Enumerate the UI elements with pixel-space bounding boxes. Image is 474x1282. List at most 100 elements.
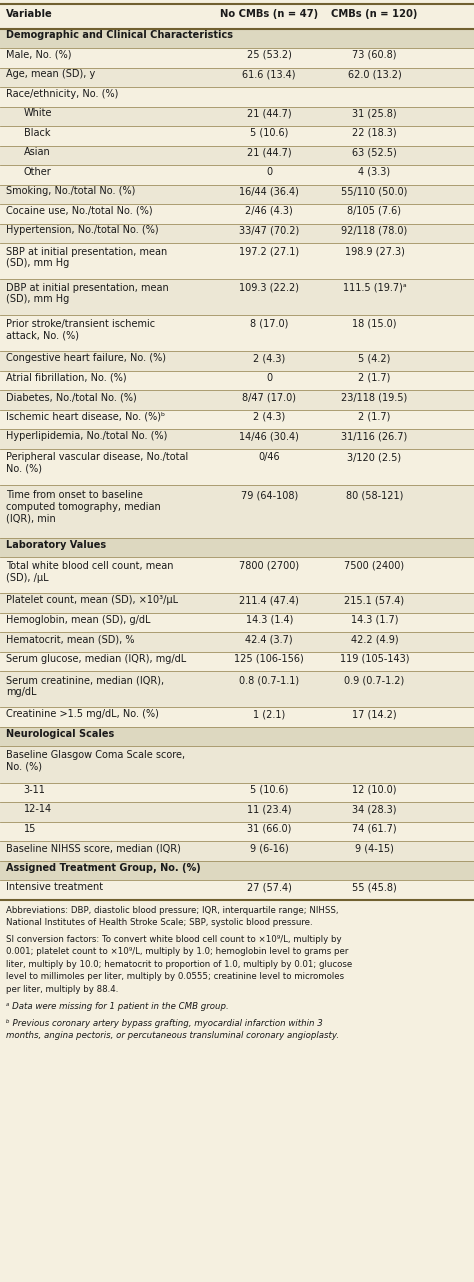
Bar [0,223,474,244]
Text: 0/46: 0/46 [258,453,280,463]
Text: Smoking, No./total No. (%): Smoking, No./total No. (%) [6,186,135,196]
Text: 9 (4-15): 9 (4-15) [355,844,394,853]
Text: 119 (105-143): 119 (105-143) [340,654,409,664]
Text: National Institutes of Health Stroke Scale; SBP, systolic blood pressure.: National Institutes of Health Stroke Sca… [6,918,312,927]
Text: 2 (1.7): 2 (1.7) [358,373,391,382]
Text: Congestive heart failure, No. (%): Congestive heart failure, No. (%) [6,353,166,363]
Text: 27 (57.4): 27 (57.4) [247,882,292,892]
Bar [0,803,474,822]
Text: 1 (2.1): 1 (2.1) [253,709,285,719]
Text: Hypertension, No./total No. (%): Hypertension, No./total No. (%) [6,226,158,236]
Text: Diabetes, No./total No. (%): Diabetes, No./total No. (%) [6,392,137,403]
Text: Other: Other [24,167,52,177]
Text: Creatinine >1.5 mg/dL, No. (%): Creatinine >1.5 mg/dL, No. (%) [6,709,159,719]
Text: Time from onset to baseline
computed tomography, median
(IQR), min: Time from onset to baseline computed tom… [6,490,160,523]
Text: 5 (10.6): 5 (10.6) [250,785,288,795]
Text: ᵃ Data were missing for 1 patient in the CMB group.: ᵃ Data were missing for 1 patient in the… [6,1001,228,1010]
Text: White: White [24,109,52,118]
Text: 25 (53.2): 25 (53.2) [247,50,292,60]
Text: SI conversion factors: To convert white blood cell count to ×10⁹/L, multiply by: SI conversion factors: To convert white … [6,935,341,944]
Text: 7500 (2400): 7500 (2400) [345,562,404,570]
Text: 197.2 (27.1): 197.2 (27.1) [239,246,299,256]
Bar [0,279,474,315]
Text: 31 (66.0): 31 (66.0) [247,823,292,833]
Bar [0,370,474,390]
Text: Neurological Scales: Neurological Scales [6,729,114,738]
Bar [0,594,474,613]
Text: 2 (1.7): 2 (1.7) [358,412,391,422]
Text: 2 (4.3): 2 (4.3) [253,412,285,422]
Text: 79 (64-108): 79 (64-108) [241,490,298,500]
Text: 34 (28.3): 34 (28.3) [352,804,397,814]
Text: 211.4 (47.4): 211.4 (47.4) [239,595,299,605]
Text: 215.1 (57.4): 215.1 (57.4) [345,595,404,605]
Text: 5 (10.6): 5 (10.6) [250,128,288,138]
Text: 92/118 (78.0): 92/118 (78.0) [341,226,408,236]
Bar [0,106,474,126]
Bar [0,87,474,106]
Bar [0,538,474,558]
Text: 0.001; platelet count to ×10⁹/L, multiply by 1.0; hemoglobin level to grams per: 0.001; platelet count to ×10⁹/L, multipl… [6,947,348,956]
Text: 55/110 (50.0): 55/110 (50.0) [341,186,408,196]
Text: 23/118 (19.5): 23/118 (19.5) [341,392,408,403]
Text: 5 (4.2): 5 (4.2) [358,353,391,363]
Text: 111.5 (19.7)ᵃ: 111.5 (19.7)ᵃ [343,283,406,292]
Text: 12-14: 12-14 [24,804,52,814]
Text: level to millimoles per liter, multiply by 0.0555; creatinine level to micromole: level to millimoles per liter, multiply … [6,973,344,982]
Text: 21 (44.7): 21 (44.7) [247,109,292,118]
Text: Hemoglobin, mean (SD), g/dL: Hemoglobin, mean (SD), g/dL [6,615,150,624]
Bar [0,782,474,803]
Text: 31/116 (26.7): 31/116 (26.7) [341,431,408,441]
Bar [0,185,474,204]
Text: 7800 (2700): 7800 (2700) [239,562,299,570]
Text: Hematocrit, mean (SD), %: Hematocrit, mean (SD), % [6,635,134,645]
Text: liter, multiply by 10.0; hematocrit to proportion of 1.0, multiply by 0.01; gluc: liter, multiply by 10.0; hematocrit to p… [6,960,352,969]
Bar [0,315,474,351]
Text: 8/105 (7.6): 8/105 (7.6) [347,206,401,215]
Text: 198.9 (27.3): 198.9 (27.3) [345,246,404,256]
Bar [0,672,474,708]
Text: No CMBs (n = 47): No CMBs (n = 47) [220,9,319,19]
Bar [0,449,474,485]
Bar [0,390,474,410]
Bar [0,860,474,879]
Bar [0,485,474,538]
Text: 11 (23.4): 11 (23.4) [247,804,292,814]
Bar [0,822,474,841]
Text: Serum creatinine, median (IQR),
mg/dL: Serum creatinine, median (IQR), mg/dL [6,676,164,696]
Bar [0,746,474,782]
Text: per liter, multiply by 88.4.: per liter, multiply by 88.4. [6,985,118,994]
Text: 14/46 (30.4): 14/46 (30.4) [239,431,299,441]
Text: Abbreviations: DBP, diastolic blood pressure; IQR, interquartile range; NIHSS,: Abbreviations: DBP, diastolic blood pres… [6,905,338,914]
Bar [0,68,474,87]
Text: 14.3 (1.4): 14.3 (1.4) [246,615,293,624]
Text: 2/46 (4.3): 2/46 (4.3) [246,206,293,215]
Text: 22 (18.3): 22 (18.3) [352,128,397,138]
Text: 62.0 (13.2): 62.0 (13.2) [347,69,401,79]
Text: months, angina pectoris, or percutaneous transluminal coronary angioplasty.: months, angina pectoris, or percutaneous… [6,1031,339,1040]
Text: 14.3 (1.7): 14.3 (1.7) [351,615,398,624]
Bar [0,429,474,449]
Bar [0,351,474,370]
Text: Demographic and Clinical Characteristics: Demographic and Clinical Characteristics [6,31,233,41]
Text: Total white blood cell count, mean
(SD), /μL: Total white blood cell count, mean (SD),… [6,562,173,582]
Text: 18 (15.0): 18 (15.0) [352,319,397,328]
Bar [0,28,474,47]
Bar [0,410,474,429]
Bar [0,613,474,632]
Text: ᵇ Previous coronary artery bypass grafting, myocardial infarction within 3: ᵇ Previous coronary artery bypass grafti… [6,1019,322,1028]
Text: 15: 15 [24,823,36,833]
Text: Atrial fibrillation, No. (%): Atrial fibrillation, No. (%) [6,373,126,382]
Bar [0,145,474,165]
Text: 3/120 (2.5): 3/120 (2.5) [347,453,401,463]
Text: 73 (60.8): 73 (60.8) [352,50,397,60]
Text: 55 (45.8): 55 (45.8) [352,882,397,892]
Bar [0,165,474,185]
Text: Variable: Variable [6,9,53,19]
Text: CMBs (n = 120): CMBs (n = 120) [331,9,418,19]
Text: 8/47 (17.0): 8/47 (17.0) [242,392,296,403]
Text: Peripheral vascular disease, No./total
No. (%): Peripheral vascular disease, No./total N… [6,453,188,474]
Text: Cocaine use, No./total No. (%): Cocaine use, No./total No. (%) [6,206,152,215]
Bar [0,244,474,279]
Text: Prior stroke/transient ischemic
attack, No. (%): Prior stroke/transient ischemic attack, … [6,319,155,340]
